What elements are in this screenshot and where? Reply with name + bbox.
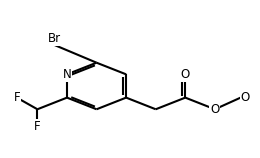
- Text: O: O: [210, 103, 219, 116]
- Text: F: F: [14, 91, 20, 104]
- Text: F: F: [34, 120, 41, 133]
- Text: O: O: [181, 68, 190, 81]
- Text: Br: Br: [48, 32, 61, 45]
- Text: N: N: [63, 68, 71, 81]
- Text: O: O: [240, 91, 250, 104]
